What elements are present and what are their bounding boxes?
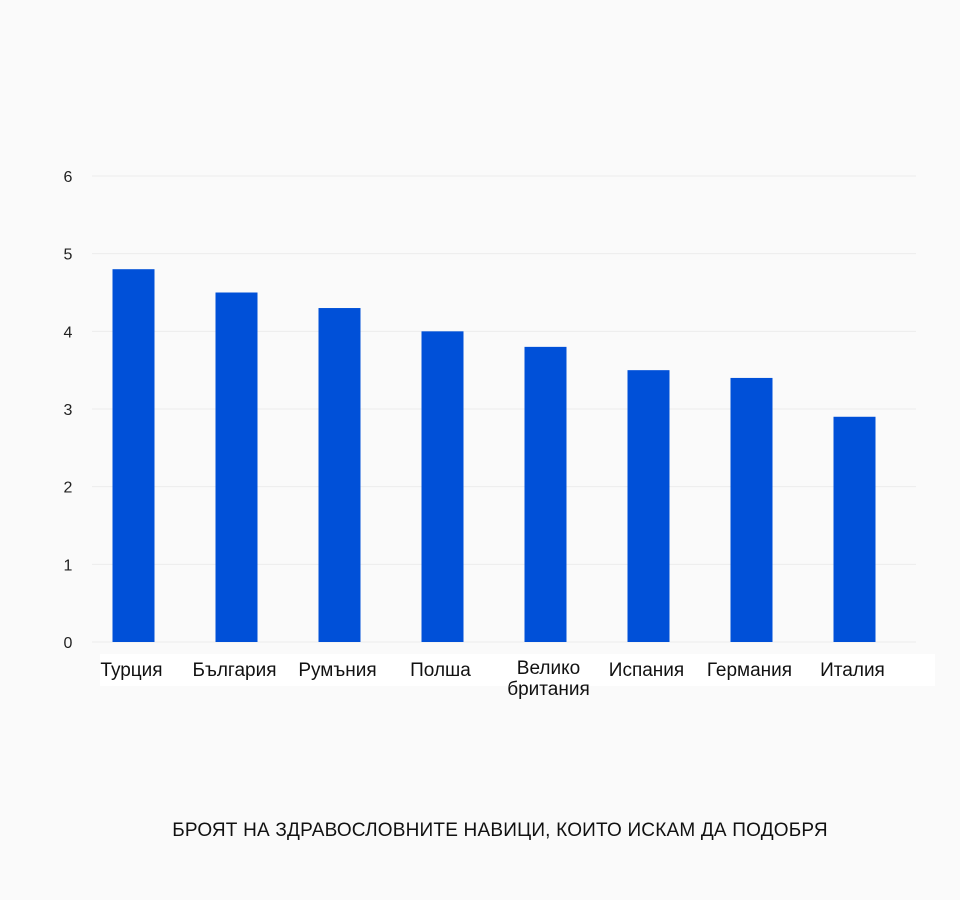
- x-tick-label: Велико британия: [507, 658, 590, 700]
- x-tick-label-line: британия: [507, 679, 590, 700]
- x-tick-label: Германия: [707, 660, 792, 681]
- chart-title: БРОЯТ НА ЗДРАВОСЛОВНИТЕ НАВИЦИ, КОИТО ИС…: [172, 820, 828, 841]
- x-axis-labels: Турция България Румъния Полша Велико британия…: [100, 658, 884, 700]
- y-tick-label: 1: [64, 557, 73, 574]
- x-tick-label-line: Италия: [820, 660, 885, 681]
- bar: [112, 269, 155, 642]
- x-tick-label: Румъния: [298, 660, 376, 681]
- y-tick-label: 0: [64, 635, 73, 652]
- y-tick-label: 5: [64, 247, 73, 264]
- x-tick-label-line: Полша: [410, 660, 471, 681]
- bar: [833, 416, 876, 642]
- x-tick-label: България: [193, 660, 277, 681]
- x-tick-label: Полша: [410, 660, 471, 681]
- x-tick-label-line: Велико: [517, 658, 580, 679]
- bar: [730, 377, 773, 642]
- x-tick-label-line: Испания: [609, 660, 684, 681]
- bar: [421, 331, 464, 642]
- y-axis-ticks: 0 1 2 3 4 5 6: [64, 169, 73, 652]
- x-tick-label-line: Румъния: [298, 660, 376, 681]
- bar: [215, 292, 258, 642]
- x-label-band: [100, 654, 935, 686]
- y-tick-label: 4: [64, 324, 73, 341]
- x-tick-label: Италия: [820, 660, 885, 681]
- x-tick-label-line: България: [193, 660, 277, 681]
- bar: [524, 346, 567, 642]
- bar: [318, 308, 361, 642]
- y-tick-label: 2: [64, 480, 73, 497]
- x-tick-label-line: Турция: [100, 660, 162, 681]
- bar: [627, 370, 670, 642]
- y-tick-label: 6: [64, 169, 73, 186]
- x-tick-label-line: Германия: [707, 660, 792, 681]
- x-tick-label: Испания: [609, 660, 684, 681]
- bars: [112, 269, 876, 642]
- x-tick-label: Турция: [100, 660, 162, 681]
- y-tick-label: 3: [64, 402, 73, 419]
